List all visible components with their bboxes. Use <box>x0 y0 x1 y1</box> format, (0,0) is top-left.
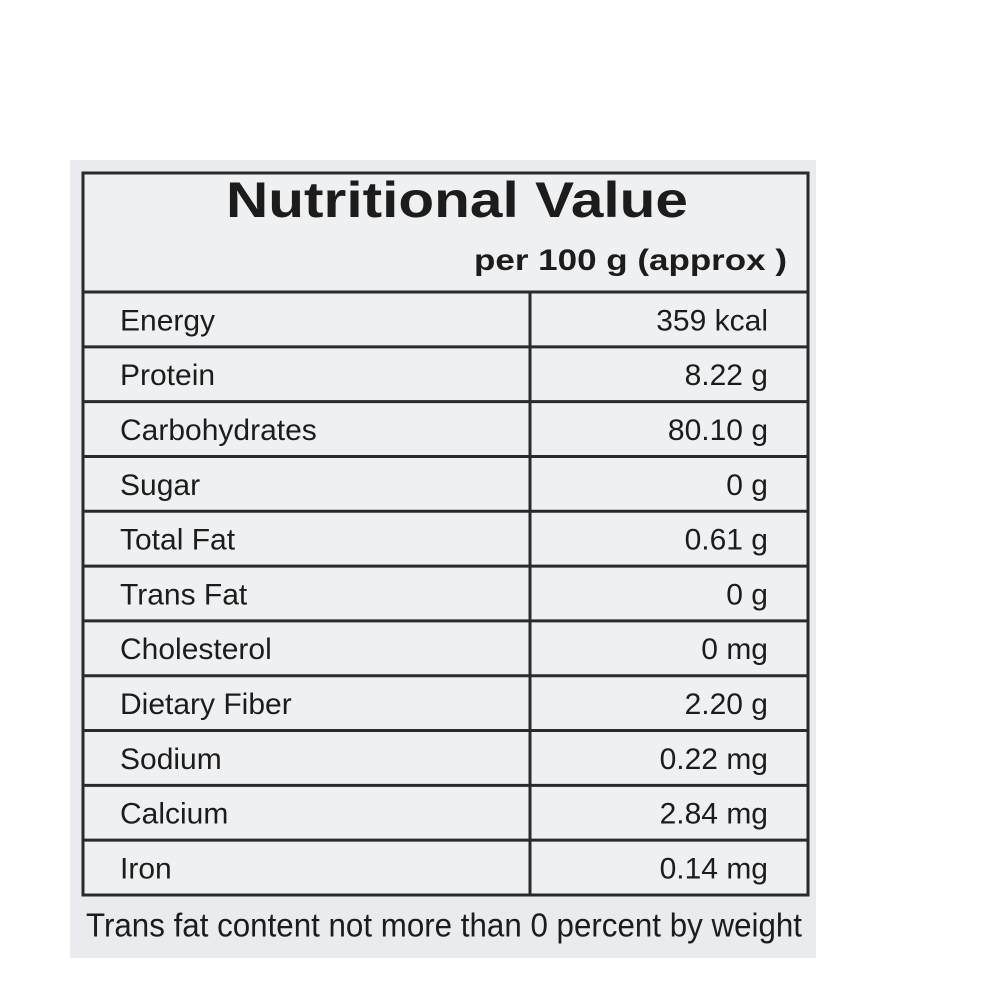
nutrient-name: Protein <box>120 359 215 392</box>
nutrient-value: 0.14 mg <box>660 853 768 886</box>
nutrient-name: Energy <box>120 304 215 337</box>
nutrient-name: Carbohydrates <box>120 414 317 447</box>
nutrient-name: Dietary Fiber <box>120 688 292 721</box>
nutrient-value: 80.10 g <box>668 414 768 447</box>
nutrient-rows: Energy 359 kcal Protein 8.22 g Carbohydrates… <box>83 292 808 895</box>
nutrient-name: Iron <box>120 853 172 886</box>
nutrient-value: 0 g <box>726 469 768 502</box>
nutrient-name: Trans Fat <box>120 578 248 611</box>
nutrient-name: Calcium <box>120 798 228 831</box>
title: Nutritional Value <box>226 172 688 228</box>
subtitle: per 100 g (approx ) <box>474 244 787 277</box>
nutrient-value: 0.22 mg <box>660 743 768 776</box>
nutrient-name: Sodium <box>120 743 222 776</box>
nutrient-value: 0 mg <box>701 633 768 666</box>
nutrient-value: 0 g <box>726 578 768 611</box>
nutrient-value: 2.84 mg <box>660 798 768 831</box>
nutrient-value: 359 kcal <box>656 304 768 337</box>
nutrient-name: Sugar <box>120 469 200 502</box>
nutrient-value: 2.20 g <box>685 688 768 721</box>
footnote: Trans fat content not more than 0 percen… <box>86 907 802 944</box>
nutrient-value: 0.61 g <box>685 524 768 557</box>
nutrient-value: 8.22 g <box>685 359 768 392</box>
nutrient-name: Total Fat <box>120 524 236 557</box>
nutrient-name: Cholesterol <box>120 633 272 666</box>
